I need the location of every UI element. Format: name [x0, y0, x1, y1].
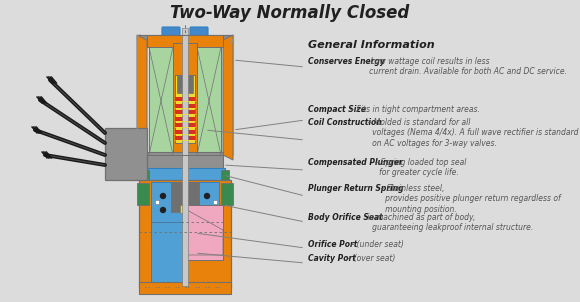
FancyBboxPatch shape: [175, 75, 195, 143]
Polygon shape: [175, 104, 195, 108]
FancyBboxPatch shape: [145, 168, 225, 182]
FancyBboxPatch shape: [105, 128, 147, 180]
FancyBboxPatch shape: [180, 205, 190, 213]
FancyBboxPatch shape: [151, 182, 219, 244]
Text: Conserves Energy: Conserves Energy: [308, 57, 385, 66]
Text: – Spring loaded top seal
   for greater cycle life.: – Spring loaded top seal for greater cyc…: [372, 158, 466, 177]
FancyBboxPatch shape: [151, 222, 187, 286]
Text: – Molded is standard for all
   voltages (Nema 4/4x). A full wave rectifier is s: – Molded is standard for all voltages (N…: [365, 118, 578, 148]
FancyBboxPatch shape: [213, 200, 217, 204]
Circle shape: [161, 194, 165, 198]
Polygon shape: [175, 130, 195, 133]
Text: Coil Construction: Coil Construction: [308, 118, 382, 127]
FancyBboxPatch shape: [139, 180, 231, 288]
Polygon shape: [223, 35, 233, 160]
Text: – Stainless steel,
   provides positive plunger return regardless of
   mounting: – Stainless steel, provides positive plu…: [378, 184, 561, 214]
Polygon shape: [175, 97, 195, 101]
Text: – Low wattage coil results in less
   current drain. Available for both AC and D: – Low wattage coil results in less curre…: [361, 57, 567, 76]
Text: Orifice Port: Orifice Port: [308, 240, 357, 249]
Text: – Fits in tight compartment areas.: – Fits in tight compartment areas.: [348, 105, 480, 114]
Text: Cavity Port: Cavity Port: [308, 254, 356, 263]
Text: is machined as part of body,
   guaranteeing leakproof internal structure.: is machined as part of body, guaranteein…: [365, 213, 533, 233]
FancyBboxPatch shape: [190, 27, 208, 37]
Polygon shape: [175, 123, 195, 127]
Circle shape: [161, 207, 165, 213]
FancyBboxPatch shape: [147, 35, 223, 47]
FancyBboxPatch shape: [147, 152, 223, 170]
FancyBboxPatch shape: [149, 47, 173, 155]
FancyBboxPatch shape: [187, 205, 223, 260]
FancyBboxPatch shape: [173, 43, 197, 155]
Polygon shape: [175, 110, 195, 114]
FancyBboxPatch shape: [182, 28, 188, 286]
Text: Compact Size: Compact Size: [308, 105, 366, 114]
Text: Two-Way Normally Closed: Two-Way Normally Closed: [171, 4, 409, 22]
FancyBboxPatch shape: [177, 75, 193, 93]
Text: General Information: General Information: [308, 40, 434, 50]
FancyBboxPatch shape: [162, 27, 180, 37]
FancyBboxPatch shape: [221, 170, 229, 180]
FancyBboxPatch shape: [141, 170, 149, 180]
Text: Body Orifice Seat: Body Orifice Seat: [308, 213, 383, 222]
Circle shape: [205, 207, 209, 213]
Polygon shape: [175, 117, 195, 120]
Text: – (under seat): – (under seat): [348, 240, 404, 249]
Text: Plunger Return Spring: Plunger Return Spring: [308, 184, 404, 193]
FancyBboxPatch shape: [137, 35, 233, 43]
Text: – (over seat): – (over seat): [345, 254, 395, 263]
FancyBboxPatch shape: [197, 47, 221, 155]
Polygon shape: [175, 136, 195, 140]
Circle shape: [205, 194, 209, 198]
FancyBboxPatch shape: [171, 182, 199, 212]
Polygon shape: [187, 210, 223, 255]
FancyBboxPatch shape: [155, 200, 159, 204]
Polygon shape: [137, 35, 147, 160]
FancyBboxPatch shape: [139, 282, 231, 294]
FancyBboxPatch shape: [221, 183, 233, 205]
FancyBboxPatch shape: [137, 183, 149, 205]
Text: Compensated Plunger: Compensated Plunger: [308, 158, 403, 167]
